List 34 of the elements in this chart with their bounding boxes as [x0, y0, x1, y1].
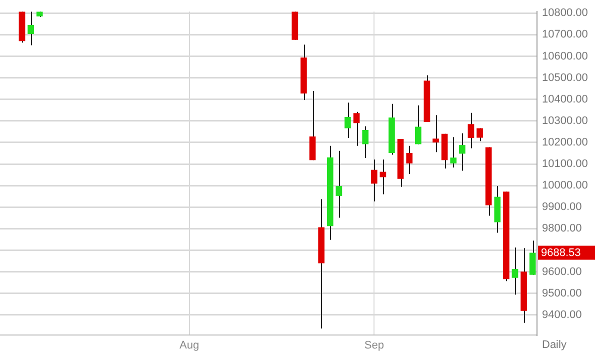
candlestick — [370, 159, 378, 202]
y-tick-label: 10200.00 — [542, 136, 588, 148]
candlestick — [353, 111, 360, 146]
y-tick-label: 10600.00 — [542, 50, 588, 62]
candlestick — [344, 102, 351, 138]
y-tick-label: 9400.00 — [542, 308, 582, 321]
y-tick-label: 9800.00 — [542, 222, 582, 235]
candlestick — [512, 246, 518, 296]
candlestick — [529, 240, 536, 276]
x-tick-label: Aug — [179, 340, 200, 352]
y-tick-label: 10400.00 — [542, 93, 588, 106]
y-tick-label: 9500.00 — [542, 287, 582, 300]
candlestick — [414, 104, 422, 145]
y-tick-label: 9900.00 — [542, 201, 582, 214]
candlestick — [362, 126, 369, 158]
candlestick — [432, 114, 439, 153]
candlestick — [309, 90, 316, 161]
candlestick — [476, 128, 483, 142]
candlestick — [468, 112, 474, 149]
y-tick-label: 10300.00 — [542, 114, 588, 127]
text: 9688.53 — [541, 246, 581, 259]
y-tick-label: 10500.00 — [542, 72, 588, 84]
candlestick — [406, 145, 413, 174]
text: Daily — [542, 339, 567, 352]
y-tick-label: 9600.00 — [542, 266, 582, 278]
candlestick — [450, 136, 457, 168]
candlestick — [336, 150, 342, 218]
candlestick — [28, 12, 34, 46]
y-tick-label: 10700.00 — [542, 28, 588, 41]
x-tick-label: Sep — [364, 340, 384, 352]
y-tick-label: 10100.00 — [542, 158, 588, 170]
y-tick-label: 10000.00 — [542, 180, 588, 192]
candlestick — [459, 132, 466, 172]
y-tick-label: 10800.00 — [542, 7, 588, 20]
